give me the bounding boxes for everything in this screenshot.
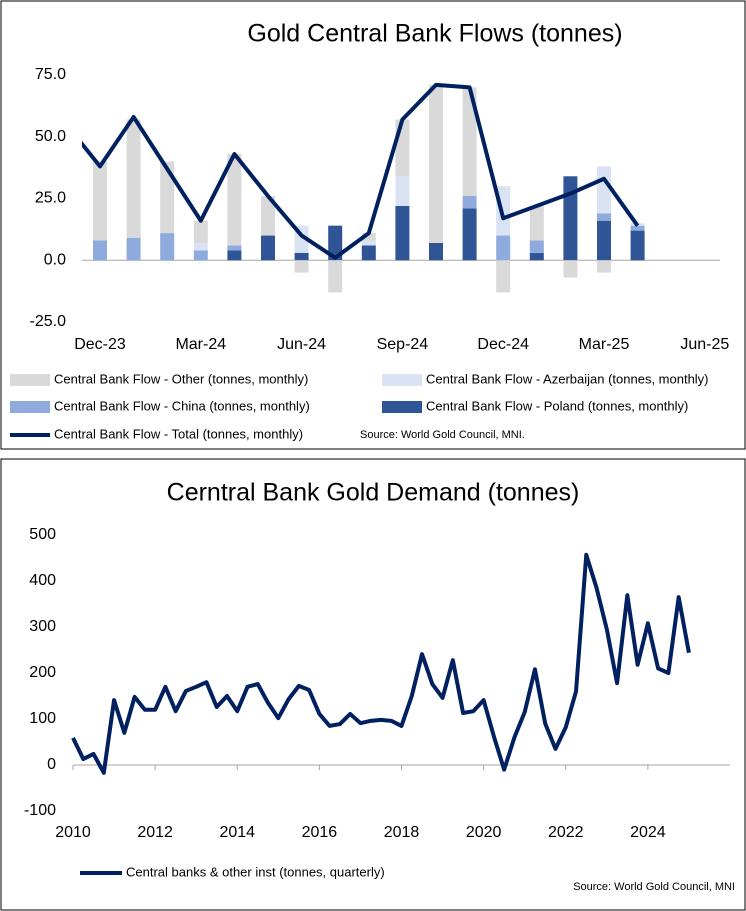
bar-segment (462, 196, 477, 209)
y-tick-label: 0.0 (44, 251, 66, 268)
bar-segment (294, 260, 309, 273)
bar-segment (193, 220, 208, 243)
bar-segment (294, 252, 309, 261)
x-tick-label: 2016 (302, 824, 338, 841)
bar-segment (597, 220, 611, 261)
legend-swatch (10, 374, 50, 386)
x-tick-label: 2014 (219, 824, 255, 841)
chart-title: Gold Central Bank Flows (tonnes) (247, 20, 622, 48)
x-tick-label: Sep-24 (377, 336, 429, 353)
x-tick-label: Jun-24 (277, 336, 326, 353)
bar-segment (429, 84, 443, 243)
bar-segment (261, 235, 275, 261)
bar-segment (361, 233, 376, 241)
bar-segment (227, 154, 242, 246)
bar-segment (261, 196, 275, 236)
bar-segment (193, 250, 208, 261)
bar-segment (227, 245, 242, 251)
source: Source: World Gold Council, MNI (573, 881, 735, 893)
bar-segment (193, 242, 208, 251)
legend-label: Central Bank Flow - Total (tonnes, month… (54, 426, 303, 441)
y-tick-label: 300 (29, 618, 56, 635)
x-tick-label: 2020 (466, 824, 502, 841)
bar-segment (328, 260, 343, 293)
bar-segment (395, 205, 410, 261)
bar-segment (160, 233, 175, 261)
bar-segment (93, 240, 107, 261)
y-tick-label: 75.0 (35, 66, 66, 83)
legend-label: Central Bank Flow - Poland (tonnes, mont… (426, 398, 688, 413)
bar-segment (395, 176, 410, 206)
y-tick-label: 400 (29, 572, 56, 589)
bar-segment (462, 208, 477, 261)
bar-segment (328, 225, 343, 261)
y-tick-label: 50.0 (35, 128, 66, 145)
x-tick-label: 2022 (548, 824, 584, 841)
x-tick-label: 2024 (630, 824, 666, 841)
panel-border (0, 458, 746, 911)
x-tick-label: 2018 (384, 824, 420, 841)
bar-segment (529, 205, 544, 241)
bar-segment (160, 161, 175, 234)
y-tick-label: 200 (29, 664, 56, 681)
legend-label: Central Bank Flow - Other (tonnes, month… (54, 371, 308, 386)
legend-swatch (382, 374, 422, 386)
y-tick-label: -25.0 (30, 313, 67, 330)
bar-segment (597, 166, 611, 214)
legend-label: Central Bank Flow - China (tonnes, month… (54, 398, 310, 413)
total-line (82, 82, 640, 260)
bar-segment (496, 260, 511, 293)
x-tick-label: Dec-23 (74, 336, 126, 353)
x-tick-label: 2010 (55, 824, 91, 841)
bar-segment (529, 252, 544, 261)
bar-segment (126, 119, 141, 239)
bar-segment (597, 213, 611, 221)
bar-segment (630, 230, 645, 261)
bar-segment (563, 260, 578, 278)
bar-segment (126, 238, 141, 261)
x-tick-label: Dec-24 (477, 336, 529, 353)
bar-segment (361, 245, 376, 261)
chart-title: Cerntral Bank Gold Demand (tonnes) (167, 479, 580, 507)
bar-segment (429, 242, 443, 261)
bar-segment (361, 240, 376, 246)
bar-segment (227, 250, 242, 261)
legend-label: Central Bank Flow - Azerbaijan (tonnes, … (426, 371, 709, 386)
x-tick-label: 2012 (137, 824, 173, 841)
bar-segment (395, 119, 410, 177)
y-tick-label: -100 (24, 802, 56, 819)
legend-swatch (382, 401, 422, 413)
series-line (71, 552, 691, 775)
y-tick-label: 100 (29, 710, 56, 727)
panel-border (0, 0, 746, 450)
bar-segment (462, 87, 477, 197)
bar-segment (93, 161, 107, 241)
bar-segment (563, 176, 578, 261)
bar-segment (630, 225, 645, 231)
bar-segment (496, 235, 511, 261)
x-tick-label: Mar-25 (579, 336, 630, 353)
y-tick-label: 25.0 (35, 190, 66, 207)
x-tick-label: Jun-25 (680, 336, 729, 353)
y-tick-label: 0 (47, 756, 56, 773)
x-tick-label: Mar-24 (175, 336, 226, 353)
y-tick-label: 500 (29, 526, 56, 543)
bar-segment (529, 240, 544, 253)
legend-label: Central banks & other inst (tonnes, quar… (126, 864, 385, 879)
source: Source: World Gold Council, MNI. (360, 429, 525, 441)
bar-segment (597, 260, 611, 273)
legend-swatch (10, 401, 50, 413)
